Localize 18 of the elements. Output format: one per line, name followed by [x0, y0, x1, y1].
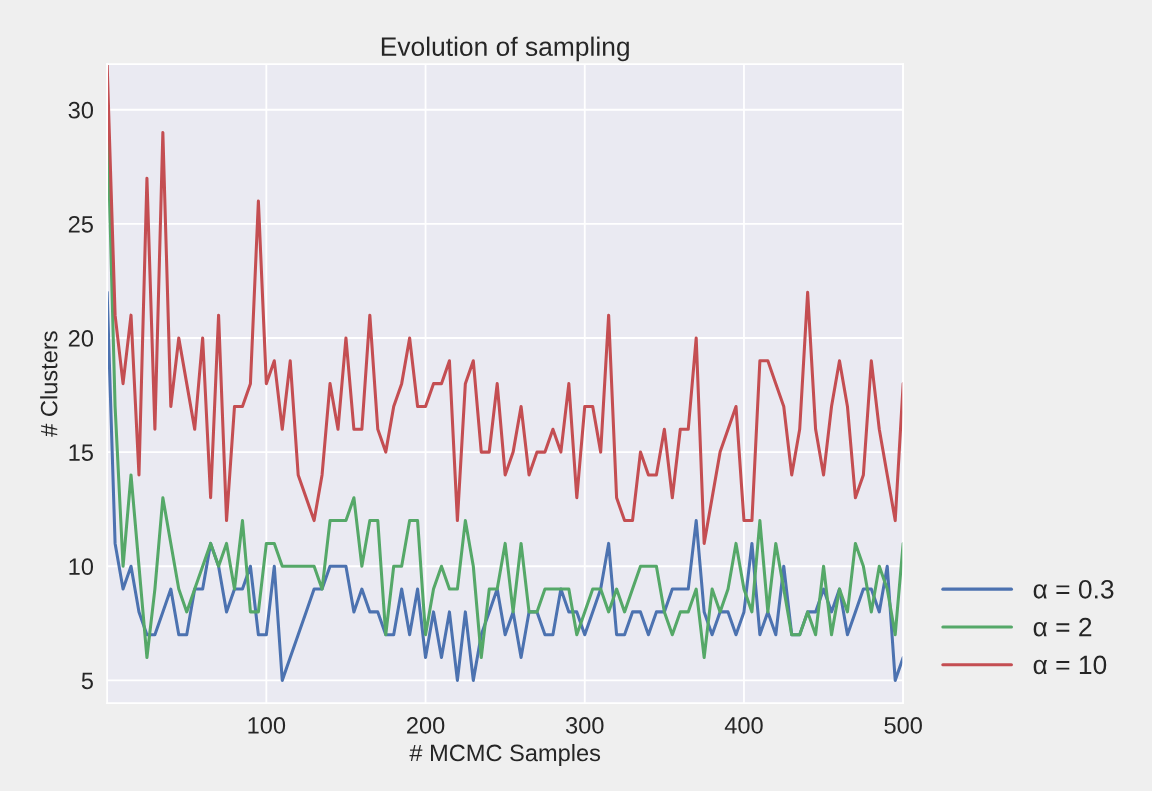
x-tick-label: 400	[724, 717, 763, 734]
x-tick-label: 500	[884, 717, 922, 734]
y-tick-label: 20	[68, 330, 94, 347]
y-tick-label: 25	[68, 215, 93, 233]
chart-title: Evolution of sampling	[381, 36, 629, 62]
y-tick-label: 30	[68, 101, 94, 119]
y-axis-title: # Clusters	[40, 331, 58, 437]
y-tick-label: 10	[69, 558, 94, 576]
legend-label: α = 0.3	[1033, 579, 1114, 599]
x-tick-label: 100	[248, 717, 286, 734]
line-series	[107, 290, 904, 682]
x-tick-label: 300	[565, 717, 604, 734]
legend-label: α = 2	[1033, 617, 1092, 637]
x-tick-label: 200	[407, 717, 445, 734]
legend-label: α = 10	[1033, 655, 1107, 675]
x-axis-title: # MCMC Samples	[409, 743, 601, 766]
y-tick-label: 5	[81, 672, 93, 690]
y-tick-label: 15	[69, 444, 93, 461]
